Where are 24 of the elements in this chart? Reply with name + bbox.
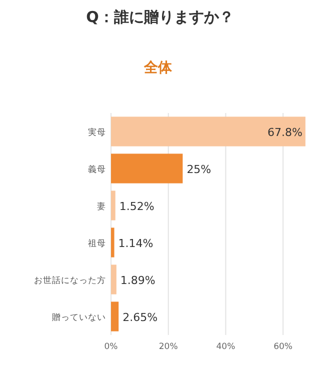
y-tick-label: 義母: [88, 164, 106, 175]
x-tick-label: 0%: [104, 342, 118, 352]
chart-title: Q：誰に贈りますか？: [86, 8, 234, 26]
data-label: 2.65%: [122, 311, 158, 324]
x-tick-label: 60%: [274, 342, 293, 352]
y-tick-label: 贈っていない: [52, 312, 106, 323]
bar: [111, 190, 116, 220]
data-label: 67.8%: [267, 126, 302, 139]
bar: [111, 116, 306, 146]
y-tick-label: 実母: [88, 127, 106, 138]
y-tick-label: 妻: [97, 201, 106, 212]
x-tick-label: 40%: [216, 342, 236, 352]
bar: [111, 228, 114, 258]
y-tick-label: 祖母: [88, 238, 106, 249]
bar: [111, 264, 116, 294]
chart-subtitle: 全体: [143, 60, 173, 76]
x-tick-label: 20%: [158, 342, 178, 352]
data-label: 1.14%: [118, 237, 154, 250]
bar: [111, 154, 183, 184]
bar: [111, 302, 119, 332]
data-label: 25%: [186, 163, 212, 176]
data-label: 1.52%: [119, 200, 154, 213]
data-label: 1.89%: [120, 274, 156, 287]
y-tick-label: お世話になった方: [34, 275, 106, 286]
